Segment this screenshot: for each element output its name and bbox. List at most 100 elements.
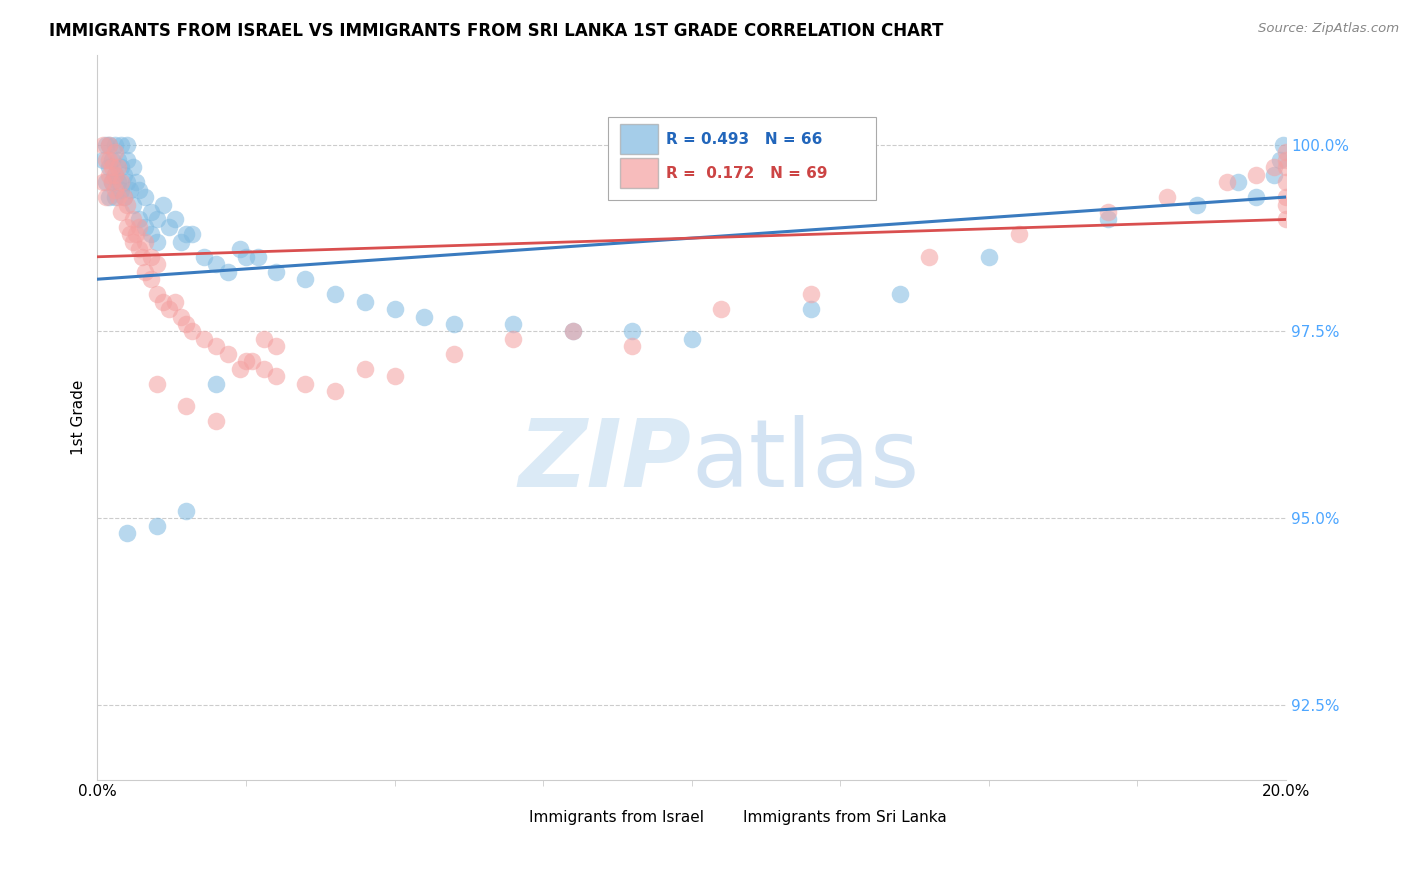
Point [1097, 205, 1119, 219]
Point [323, 384, 346, 399]
Point [1272, 137, 1295, 152]
Point [1097, 212, 1119, 227]
Point [264, 339, 287, 353]
Point [112, 168, 135, 182]
Point [96, 190, 118, 204]
Point [1156, 190, 1178, 204]
Point [128, 219, 150, 234]
Point [384, 369, 406, 384]
Point [621, 325, 644, 339]
Point [413, 310, 436, 324]
Point [96, 137, 118, 152]
Point [125, 175, 148, 189]
Point [139, 272, 162, 286]
Point [146, 376, 169, 391]
Point [193, 332, 215, 346]
FancyBboxPatch shape [494, 806, 524, 830]
Point [193, 250, 215, 264]
FancyBboxPatch shape [609, 117, 876, 200]
Point [1185, 197, 1208, 211]
Point [181, 227, 204, 242]
Point [621, 339, 644, 353]
Point [115, 219, 138, 234]
Point [122, 160, 145, 174]
Point [1268, 153, 1291, 167]
Point [122, 212, 145, 227]
Point [710, 301, 733, 316]
Point [104, 183, 127, 197]
Point [229, 361, 252, 376]
Point [104, 145, 127, 160]
Point [205, 257, 228, 271]
Point [104, 190, 127, 204]
Point [176, 227, 198, 242]
Point [217, 347, 239, 361]
Point [115, 526, 138, 541]
Point [1227, 175, 1250, 189]
Point [128, 243, 150, 257]
Point [152, 197, 174, 211]
Point [163, 294, 186, 309]
Point [104, 168, 127, 182]
Point [152, 294, 174, 309]
Point [253, 361, 276, 376]
Point [181, 325, 204, 339]
Point [205, 376, 228, 391]
Point [146, 212, 169, 227]
Point [235, 354, 257, 368]
Point [134, 235, 156, 249]
Point [134, 190, 156, 204]
Point [217, 265, 239, 279]
Point [107, 160, 129, 174]
Point [139, 227, 162, 242]
Point [101, 175, 124, 189]
Point [128, 212, 150, 227]
Point [169, 235, 191, 249]
Point [1275, 175, 1298, 189]
Point [246, 250, 269, 264]
Point [1263, 160, 1285, 174]
Point [128, 183, 150, 197]
Point [98, 137, 121, 152]
Point [1244, 168, 1267, 182]
Text: ZIP: ZIP [519, 415, 692, 507]
Point [146, 518, 169, 533]
Point [918, 250, 941, 264]
Point [240, 354, 263, 368]
Text: R = 0.493   N = 66: R = 0.493 N = 66 [665, 132, 823, 146]
Point [502, 317, 524, 331]
Point [98, 190, 121, 204]
Point [110, 183, 132, 197]
Point [163, 212, 186, 227]
Point [176, 399, 198, 413]
Point [561, 325, 583, 339]
Point [112, 190, 135, 204]
Point [110, 175, 132, 189]
Point [294, 376, 316, 391]
Text: atlas: atlas [692, 415, 920, 507]
Point [264, 369, 287, 384]
Point [205, 339, 228, 353]
Point [98, 153, 121, 167]
Point [96, 153, 118, 167]
Point [353, 294, 375, 309]
Point [98, 137, 121, 152]
Point [98, 160, 121, 174]
Point [235, 250, 257, 264]
Point [122, 235, 145, 249]
Point [323, 287, 346, 301]
Point [157, 301, 180, 316]
Point [1263, 168, 1285, 182]
Point [91, 153, 114, 167]
FancyBboxPatch shape [707, 806, 738, 830]
Point [107, 153, 129, 167]
Point [146, 235, 169, 249]
Point [561, 325, 583, 339]
Point [157, 219, 180, 234]
Point [118, 183, 141, 197]
Point [104, 168, 127, 182]
Y-axis label: 1st Grade: 1st Grade [72, 380, 86, 455]
Point [110, 205, 132, 219]
Point [139, 205, 162, 219]
Point [681, 332, 703, 346]
